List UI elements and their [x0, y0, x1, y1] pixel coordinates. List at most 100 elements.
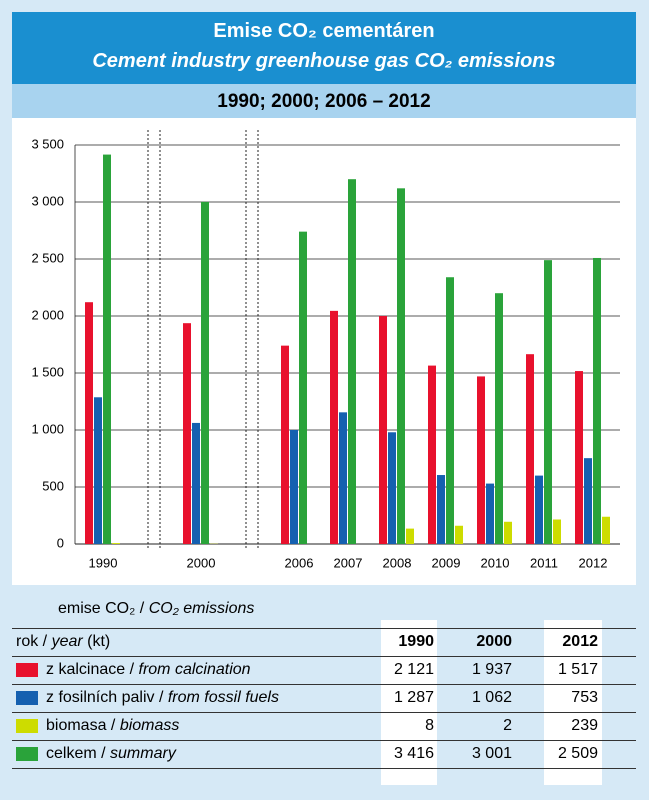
row-label: z fosilních paliv / from fossil fuels [46, 689, 279, 707]
bar [446, 277, 454, 544]
y-tick-label: 3 000 [31, 193, 64, 208]
bar [437, 475, 445, 544]
x-tick-label: 2009 [432, 555, 461, 570]
table-title-cz: emise CO₂ / [58, 600, 145, 617]
bar [495, 293, 503, 544]
header-en: year [51, 633, 83, 650]
row-label-cz: biomasa / [46, 717, 116, 734]
bar [379, 316, 387, 544]
bar [477, 376, 485, 544]
bar [584, 458, 592, 544]
cell: 2 [503, 717, 512, 734]
column-header: 2000 [476, 633, 512, 650]
row-line [12, 740, 636, 741]
bar [201, 201, 209, 545]
bar [388, 432, 396, 544]
bar [339, 412, 347, 544]
bar [455, 525, 463, 544]
cell: 2 509 [557, 745, 598, 762]
highlight-column [381, 620, 437, 785]
bar [348, 179, 356, 544]
x-tick-label: 2011 [530, 555, 558, 570]
cell: 1 287 [393, 689, 434, 706]
bar [103, 154, 111, 545]
row-label: biomasa / biomass [46, 717, 179, 735]
period-bar [12, 84, 636, 118]
row-line [12, 628, 636, 629]
bar [535, 475, 543, 544]
y-tick-label: 2 500 [31, 250, 64, 265]
bar [428, 365, 436, 544]
bar [544, 260, 552, 544]
row-line [12, 656, 636, 657]
bar [575, 371, 583, 544]
x-tick-label: 2007 [334, 555, 363, 570]
y-tick-label: 0 [57, 535, 64, 550]
swatch [16, 691, 38, 705]
chart: 0 500 1 000 1 500 2 000 2 500 3 000 3 500 1990 20… [12, 118, 636, 585]
table-title-en: CO₂ emissions [148, 600, 255, 617]
cell: 8 [425, 717, 434, 734]
bar [85, 302, 93, 544]
row-line [12, 768, 636, 769]
bar [593, 257, 601, 544]
y-tick-label: 1 000 [31, 421, 64, 436]
row-label-en: biomass [119, 717, 180, 734]
period: 1990; 2000; 2006 – 2012 [217, 91, 431, 112]
y-tick-label: 2 000 [31, 307, 64, 322]
y-tick-label: 500 [42, 478, 64, 493]
table-title: emise CO₂ / CO₂ emissions [58, 600, 254, 618]
bar [112, 543, 120, 544]
row-label-en: from fossil fuels [167, 689, 279, 706]
bar [397, 188, 405, 544]
cell: 753 [571, 689, 598, 706]
x-tick-label: 2010 [481, 555, 510, 570]
bar [183, 323, 191, 544]
bar [602, 516, 610, 544]
row-line [12, 684, 636, 685]
header-label: rok / year (kt) [16, 633, 110, 651]
title: Emise CO₂ cementáren [213, 20, 435, 42]
bar [290, 430, 298, 544]
cell: 1 062 [471, 689, 512, 706]
cell: 3 001 [471, 745, 512, 762]
x-tick-label: 2006 [285, 555, 314, 570]
swatch [16, 663, 38, 677]
cell: 1 517 [557, 661, 598, 678]
row-label-en: from calcination [138, 661, 251, 678]
bar [486, 483, 494, 544]
column-header: 1990 [398, 633, 434, 650]
swatch [16, 747, 38, 761]
header-bar [12, 12, 636, 84]
bar [192, 422, 200, 544]
y-tick-label: 1 500 [31, 364, 64, 379]
row-label-cz: z kalcinace / [46, 661, 135, 678]
bar [504, 521, 512, 544]
x-tick-label: 2000 [187, 555, 216, 570]
row-label: celkem / summary [46, 745, 176, 763]
row-line [12, 712, 636, 713]
row-label: z kalcinace / from calcination [46, 661, 251, 679]
cell: 3 416 [393, 745, 434, 762]
x-tick-label: 2008 [383, 555, 412, 570]
bar [299, 231, 307, 544]
column-header: 2012 [562, 633, 598, 650]
x-tick-label: 2012 [579, 555, 608, 570]
row-label-cz: z fosilních paliv / [46, 689, 164, 706]
y-tick-label: 3 500 [31, 136, 64, 151]
bar [553, 519, 561, 544]
bar [330, 310, 338, 544]
subtitle: Cement industry greenhouse gas CO₂ emiss… [92, 50, 556, 72]
row-label-cz: celkem / [46, 745, 106, 762]
bar [526, 354, 534, 544]
bar [281, 345, 289, 544]
cell: 2 121 [393, 661, 434, 678]
x-tick-label: 1990 [89, 555, 118, 570]
highlight-column [544, 620, 602, 785]
header-unit: (kt) [87, 633, 111, 650]
cell: 239 [571, 717, 598, 734]
bar [94, 397, 102, 544]
header-cz: rok / [16, 633, 48, 650]
bar [406, 528, 414, 544]
